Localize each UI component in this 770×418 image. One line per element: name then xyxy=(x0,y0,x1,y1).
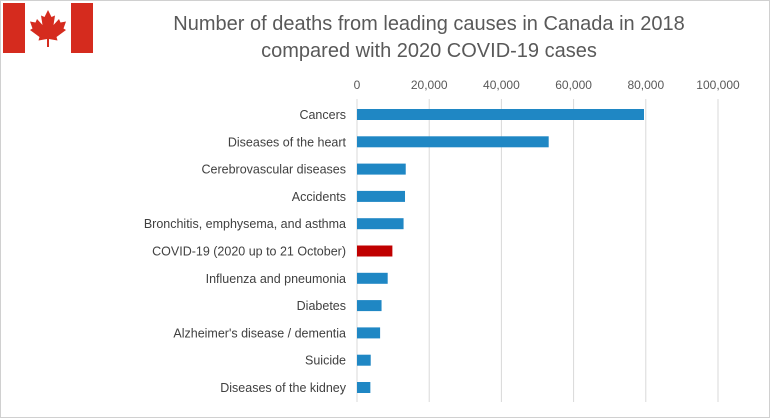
category-label: Diseases of the heart xyxy=(228,135,347,149)
category-label: Diabetes xyxy=(297,299,346,313)
category-labels: Cancers Diseases of the heart Cerebrovascu… xyxy=(144,108,347,395)
bar xyxy=(357,354,371,366)
canada-flag-icon xyxy=(3,3,93,53)
bar-highlight xyxy=(357,245,393,257)
x-tick-label: 20,000 xyxy=(411,78,448,92)
x-tick-label: 60,000 xyxy=(555,78,592,92)
bar xyxy=(357,327,381,339)
category-label: Cancers xyxy=(299,108,346,122)
x-axis-ticks: 0 20,000 40,000 60,000 80,000 100,000 xyxy=(354,78,740,92)
bar xyxy=(357,163,406,175)
category-label: Accidents xyxy=(292,190,346,204)
category-label: Diseases of the kidney xyxy=(220,381,347,395)
flag-right-band xyxy=(71,3,93,53)
x-tick-label: 40,000 xyxy=(483,78,520,92)
chart-title-line-2: compared with 2020 COVID-19 cases xyxy=(261,40,597,62)
category-label: Suicide xyxy=(305,354,346,368)
category-label: Bronchitis, emphysema, and asthma xyxy=(144,217,346,231)
bar xyxy=(357,382,371,393)
bar xyxy=(357,300,382,312)
bar xyxy=(357,272,388,284)
bar xyxy=(357,136,549,148)
x-tick-label: 0 xyxy=(354,78,361,92)
bar xyxy=(357,109,644,120)
category-label: Influenza and pneumonia xyxy=(206,272,346,286)
category-label: Cerebrovascular diseases xyxy=(201,163,346,177)
maple-leaf-icon xyxy=(30,10,66,47)
bars xyxy=(357,109,644,393)
chart-title: Number of deaths from leading causes in … xyxy=(99,11,759,65)
x-tick-label: 100,000 xyxy=(696,78,740,92)
category-label: Alzheimer's disease / dementia xyxy=(173,326,346,340)
bar xyxy=(357,190,406,202)
chart-title-line-1: Number of deaths from leading causes in … xyxy=(173,13,685,35)
category-label: COVID-19 (2020 up to 21 October) xyxy=(152,245,346,259)
flag-left-band xyxy=(3,3,25,53)
x-tick-label: 80,000 xyxy=(627,78,664,92)
bar xyxy=(357,218,404,230)
